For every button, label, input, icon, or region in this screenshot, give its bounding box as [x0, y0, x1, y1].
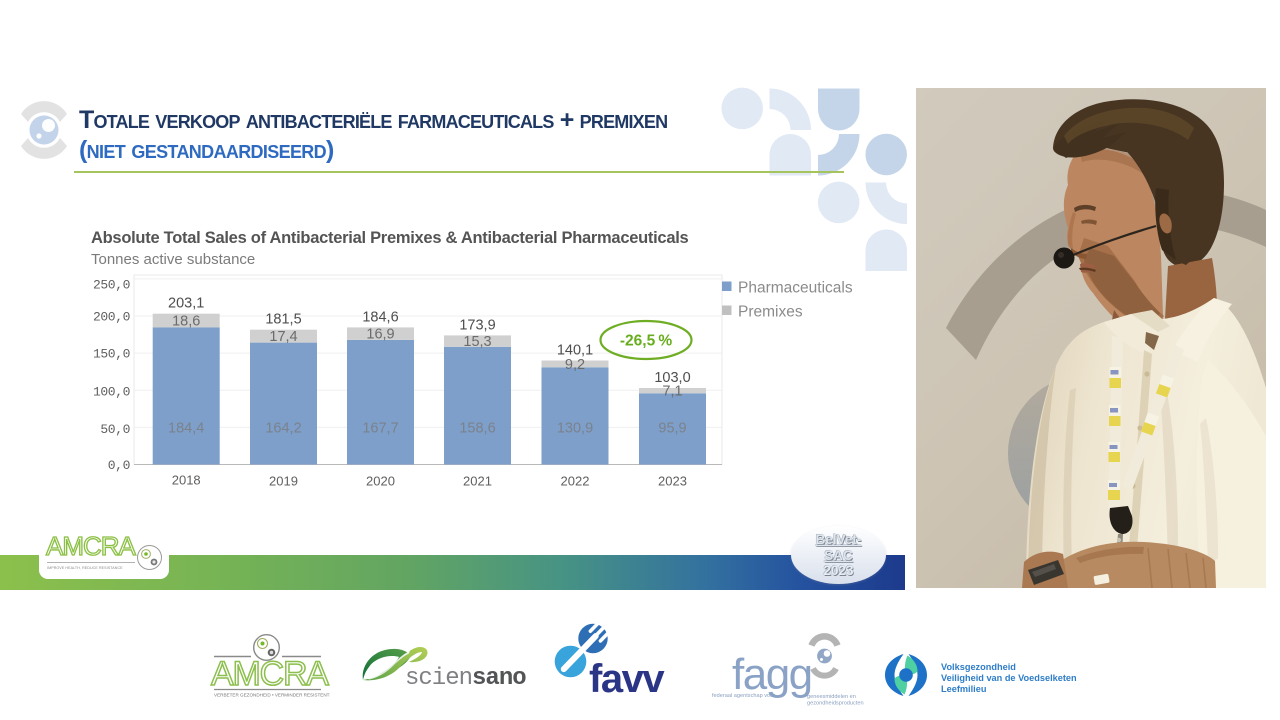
svg-text:0,0: 0,0: [108, 458, 130, 473]
svg-text:7,1: 7,1: [662, 384, 682, 400]
svg-text:15,3: 15,3: [463, 334, 491, 350]
svg-text:sciensano: sciensano: [405, 665, 526, 692]
svg-text:2021: 2021: [463, 474, 492, 489]
svg-text:164,2: 164,2: [265, 421, 301, 437]
svg-text:184,4: 184,4: [168, 421, 204, 437]
svg-text:Leefmilieu: Leefmilieu: [941, 684, 986, 694]
svg-text:Pharmaceuticals: Pharmaceuticals: [738, 280, 853, 297]
svg-text:17,4: 17,4: [269, 329, 297, 345]
svg-text:95,9: 95,9: [658, 421, 686, 437]
svg-text:100,0: 100,0: [93, 385, 130, 400]
svg-text:geneesmiddelen en: geneesmiddelen en: [807, 694, 856, 700]
svg-text:IMPROVE HEALTH, REDUCE RESISTA: IMPROVE HEALTH, REDUCE RESISTANCE: [47, 566, 123, 570]
svg-text:federaal agentschap voor: federaal agentschap voor: [712, 693, 775, 699]
svg-text:250,0: 250,0: [93, 277, 130, 292]
svg-text:AMCRA: AMCRA: [46, 531, 137, 561]
svg-text:2018: 2018: [172, 473, 201, 488]
svg-text:184,6: 184,6: [362, 309, 398, 325]
svg-text:favv: favv: [589, 657, 665, 700]
svg-text:VERBETER GEZONDHEID • VERMINDE: VERBETER GEZONDHEID • VERMINDER RESISTEN…: [214, 693, 330, 698]
svg-text:18,6: 18,6: [172, 314, 200, 330]
svg-text:2022: 2022: [561, 474, 590, 489]
svg-text:2020: 2020: [366, 474, 395, 489]
svg-text:167,7: 167,7: [362, 421, 398, 437]
svg-text:-26,5 %: -26,5 %: [620, 333, 672, 350]
svg-text:9,2: 9,2: [565, 357, 585, 373]
svg-text:173,9: 173,9: [459, 317, 495, 333]
svg-text:181,5: 181,5: [265, 312, 301, 328]
svg-text:203,1: 203,1: [168, 296, 204, 312]
svg-text:50,0: 50,0: [100, 422, 130, 437]
svg-text:200,0: 200,0: [93, 310, 130, 325]
svg-text:16,9: 16,9: [366, 327, 394, 343]
svg-text:103,0: 103,0: [654, 370, 690, 386]
svg-text:2023: 2023: [658, 474, 687, 489]
svg-text:130,9: 130,9: [557, 421, 593, 437]
svg-text:gezondheidsproducten: gezondheidsproducten: [807, 701, 864, 707]
svg-text:Premixes: Premixes: [738, 304, 803, 321]
svg-text:Veiligheid van de Voedselketen: Veiligheid van de Voedselketen: [941, 673, 1077, 683]
svg-text:140,1: 140,1: [557, 343, 593, 359]
svg-text:158,6: 158,6: [459, 421, 495, 437]
svg-text:Volksgezondheid: Volksgezondheid: [941, 662, 1016, 672]
svg-text:AMCRA: AMCRA: [211, 655, 329, 693]
svg-text:2019: 2019: [269, 474, 298, 489]
svg-text:fagg: fagg: [732, 650, 812, 699]
svg-text:150,0: 150,0: [93, 347, 130, 362]
